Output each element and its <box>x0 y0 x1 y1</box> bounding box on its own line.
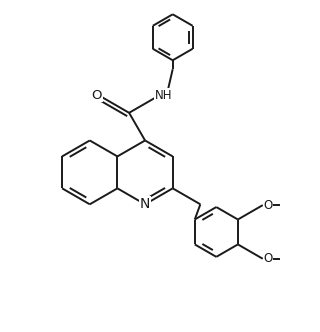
Text: N: N <box>140 197 150 211</box>
Text: NH: NH <box>155 89 172 102</box>
Text: O: O <box>263 252 273 265</box>
Text: O: O <box>263 199 273 211</box>
Text: O: O <box>92 89 102 102</box>
